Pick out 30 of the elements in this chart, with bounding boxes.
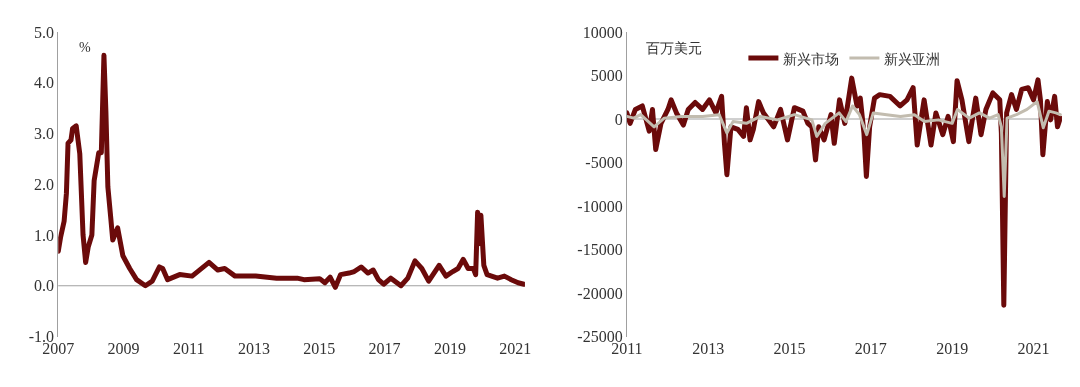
x-tick-label: 2021 [499, 339, 532, 357]
legend-label: 新兴市场 [783, 50, 840, 67]
y-tick-label: -10000 [577, 197, 623, 215]
legend-label: 新兴亚洲 [884, 50, 941, 67]
y-tick-label: 3.0 [34, 125, 55, 143]
y-tick-label: 5.0 [34, 23, 55, 41]
x-tick-label: 2015 [303, 339, 336, 357]
x-tick-label: 2017 [368, 339, 401, 357]
y-tick-label: 0 [614, 110, 623, 128]
y-axis-title: 百万美元 [646, 40, 702, 56]
x-tick-label: 2013 [692, 339, 725, 357]
y-tick-label: 5000 [590, 67, 623, 85]
y-tick-label: 4.0 [34, 74, 55, 92]
y-tick-label: 10000 [582, 23, 623, 41]
y-tick-label: 2.0 [34, 175, 55, 193]
x-tick-label: 2019 [936, 339, 969, 357]
y-tick-label: -15000 [577, 241, 623, 259]
x-tick-label: 2009 [107, 339, 140, 357]
x-tick-label: 2011 [173, 339, 205, 357]
y-tick-label: 1.0 [34, 226, 55, 244]
y-tick-label: -20000 [577, 284, 623, 302]
x-tick-label: 2021 [1017, 339, 1050, 357]
x-tick-label: 2019 [433, 339, 466, 357]
x-tick-label: 2017 [854, 339, 887, 357]
y-tick-label: -5000 [585, 154, 623, 172]
y-tick-label: 0.0 [34, 277, 55, 295]
x-tick-label: 2013 [238, 339, 271, 357]
x-tick-label: 2015 [773, 339, 806, 357]
y-axis-title: % [79, 40, 91, 55]
line-series [626, 100, 1062, 198]
